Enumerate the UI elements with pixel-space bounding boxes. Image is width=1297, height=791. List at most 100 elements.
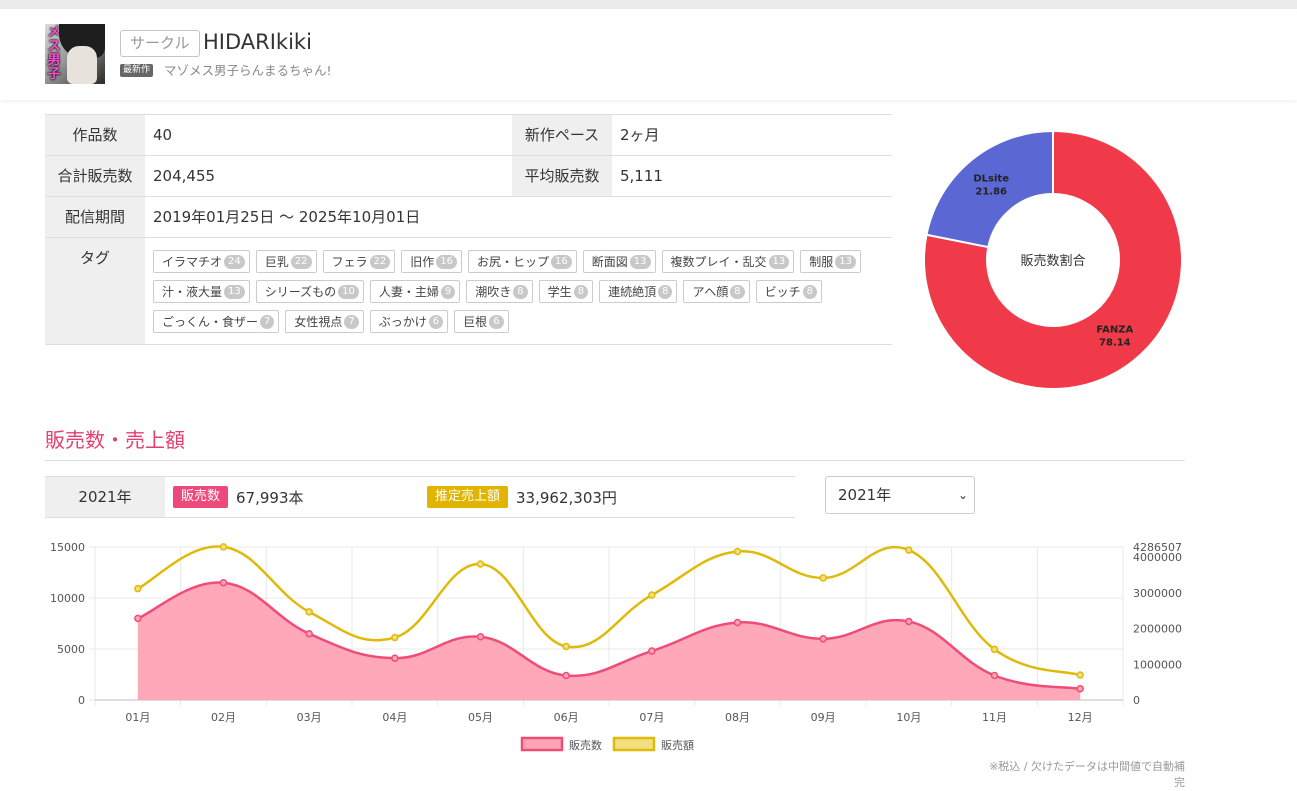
- revenue-badge: 推定売上額: [427, 486, 509, 508]
- sales-count-group: 販売数 67,993本: [165, 477, 427, 517]
- tag-chip[interactable]: ごっくん・食ザー 7: [153, 310, 280, 333]
- tag-chip[interactable]: イラマチオ 24: [153, 250, 250, 273]
- sales-count-point[interactable]: [648, 647, 656, 655]
- tag-count: 24: [224, 254, 245, 269]
- y-right-tick-label: 4000000: [1133, 551, 1182, 564]
- circle-avatar[interactable]: メス男子: [45, 24, 105, 84]
- legend-swatch[interactable]: [612, 736, 656, 752]
- sales-amount-point[interactable]: [819, 574, 827, 582]
- tag-count: 13: [835, 254, 856, 269]
- tag-chip[interactable]: 複数プレイ・乱交 13: [661, 250, 795, 273]
- period-label: 配信期間: [45, 197, 145, 237]
- tag-chip[interactable]: シリーズもの 10: [255, 280, 364, 303]
- donut-slice-label: DLsite: [973, 174, 1009, 185]
- info-row-tags: タグ イラマチオ 24 巨乳 22 フェラ 22 旧作 16 お尻・ヒップ 16 断面図 13 複数プレ…: [45, 238, 892, 345]
- tag-name: 複数プレイ・乱交: [670, 255, 767, 269]
- tag-chip[interactable]: フェラ 22: [322, 250, 396, 273]
- top-bar: [0, 0, 1297, 9]
- x-tick-label: 09月: [811, 711, 836, 724]
- tag-chip[interactable]: ぶっかけ 6: [369, 310, 449, 333]
- sales-section-title: 販売数・売上額: [45, 428, 185, 452]
- tag-chip[interactable]: 学生 8: [538, 280, 594, 303]
- tag-list: イラマチオ 24 巨乳 22 フェラ 22 旧作 16 お尻・ヒップ 16 断面図 13 複数プレイ・乱…: [145, 238, 892, 344]
- year-select[interactable]: 2021年 ⌄: [825, 476, 975, 514]
- tag-chip[interactable]: 汁・液大量 13: [153, 280, 250, 303]
- donut-slice-fanza[interactable]: [923, 129, 1183, 390]
- sales-count-point[interactable]: [219, 578, 228, 587]
- y-right-tick-label: 2000000: [1133, 623, 1182, 636]
- latest-work-link[interactable]: マゾメス男子らんまるちゃん!: [164, 63, 332, 78]
- donut-slice-label: FANZA: [1096, 324, 1133, 335]
- sales-count-point[interactable]: [391, 654, 399, 662]
- tag-count: 22: [369, 254, 391, 269]
- sales-count-point[interactable]: [733, 618, 742, 627]
- sales-count-point[interactable]: [1076, 685, 1084, 693]
- tag-count: 6: [428, 314, 444, 329]
- tag-name: 学生: [547, 285, 572, 299]
- avg-sales-value: 5,111: [620, 167, 663, 185]
- sales-amount-point[interactable]: [305, 608, 313, 616]
- sales-amount-point[interactable]: [733, 547, 742, 556]
- tag-count: 22: [290, 254, 312, 269]
- pace-label: 新作ペース: [512, 115, 612, 155]
- tag-count: 16: [551, 254, 572, 269]
- works-label: 作品数: [45, 115, 145, 155]
- tag-chip[interactable]: ビッチ 8: [755, 280, 822, 303]
- tag-chip[interactable]: 巨根 6: [454, 310, 509, 333]
- sales-count-point[interactable]: [562, 671, 570, 680]
- platform-share-donut-chart: FANZA 78.14 DLsite 21.86 販売数割合: [923, 129, 1183, 390]
- tag-name: 潮吹き: [475, 285, 512, 299]
- tag-chip[interactable]: 潮吹き 8: [466, 280, 533, 303]
- y-right-tick-label: 1000000: [1133, 658, 1182, 671]
- sales-amount-point[interactable]: [562, 642, 570, 651]
- sales-count-point[interactable]: [819, 635, 827, 643]
- tag-name: イラマチオ: [162, 255, 223, 269]
- tag-name: ビッチ: [764, 285, 801, 299]
- x-tick-label: 01月: [125, 711, 150, 724]
- tag-count: 7: [344, 314, 359, 329]
- x-tick-label: 07月: [639, 711, 664, 724]
- tag-name: 巨乳: [264, 255, 289, 269]
- circle-header: メス男子 サークル HIDARIkiki 最新作 マゾメス男子らんまるちゃん!: [0, 9, 1297, 100]
- sales-amount-point[interactable]: [1076, 671, 1084, 679]
- tags-label: タグ: [45, 238, 145, 344]
- sales-amount-point[interactable]: [476, 560, 485, 568]
- sales-amount-point[interactable]: [219, 543, 228, 551]
- tag-name: 巨根: [463, 315, 488, 329]
- tag-chip[interactable]: 巨乳 22: [255, 250, 317, 273]
- sales-amount-point[interactable]: [990, 645, 999, 654]
- sales-count-point[interactable]: [305, 629, 313, 638]
- tag-chip[interactable]: アヘ顔 8: [683, 280, 750, 303]
- tag-count: 7: [260, 314, 275, 329]
- tag-count: 8: [802, 284, 817, 299]
- monthly-sales-line-chart: 0 5000 10000 15000 0 1000000 2000000 3000000 400…: [50, 541, 1182, 752]
- sales-amount-point[interactable]: [648, 591, 656, 599]
- info-row-works: 作品数 40 新作ペース 2ヶ月: [45, 115, 892, 156]
- sales-amount-point[interactable]: [134, 584, 142, 593]
- sales-count-point[interactable]: [476, 633, 485, 641]
- tag-chip[interactable]: 旧作 16: [401, 250, 462, 273]
- tag-name: ごっくん・食ザー: [162, 315, 259, 329]
- sales-count-point[interactable]: [990, 671, 999, 680]
- legend-swatch[interactable]: [520, 736, 564, 752]
- tag-chip[interactable]: お尻・ヒップ 16: [468, 250, 577, 273]
- tag-chip[interactable]: 連続絶頂 8: [599, 280, 678, 303]
- total-sales-value: 204,455: [153, 167, 216, 185]
- tag-name: シリーズもの: [264, 285, 337, 299]
- donut-slice-value: 21.86: [975, 187, 1007, 198]
- x-tick-label: 10月: [896, 711, 921, 724]
- tag-chip[interactable]: 女性視点 7: [285, 310, 364, 333]
- tag-chip[interactable]: 制服 13: [800, 250, 861, 273]
- tag-name: アヘ顔: [692, 285, 729, 299]
- sales-amount-point[interactable]: [905, 546, 913, 554]
- sales-amount-point[interactable]: [391, 633, 399, 642]
- sales-count-point[interactable]: [905, 617, 913, 626]
- x-tick-label: 02月: [211, 711, 236, 724]
- tag-chip[interactable]: 人妻・主婦 9: [369, 280, 461, 303]
- sales-count-point[interactable]: [134, 614, 142, 623]
- tag-name: フェラ: [331, 255, 368, 269]
- tag-chip[interactable]: 断面図 13: [582, 250, 656, 273]
- donut-slice-dlsite[interactable]: [925, 129, 1054, 249]
- sales-count-badge: 販売数: [173, 486, 229, 508]
- x-tick-label: 05月: [468, 711, 493, 724]
